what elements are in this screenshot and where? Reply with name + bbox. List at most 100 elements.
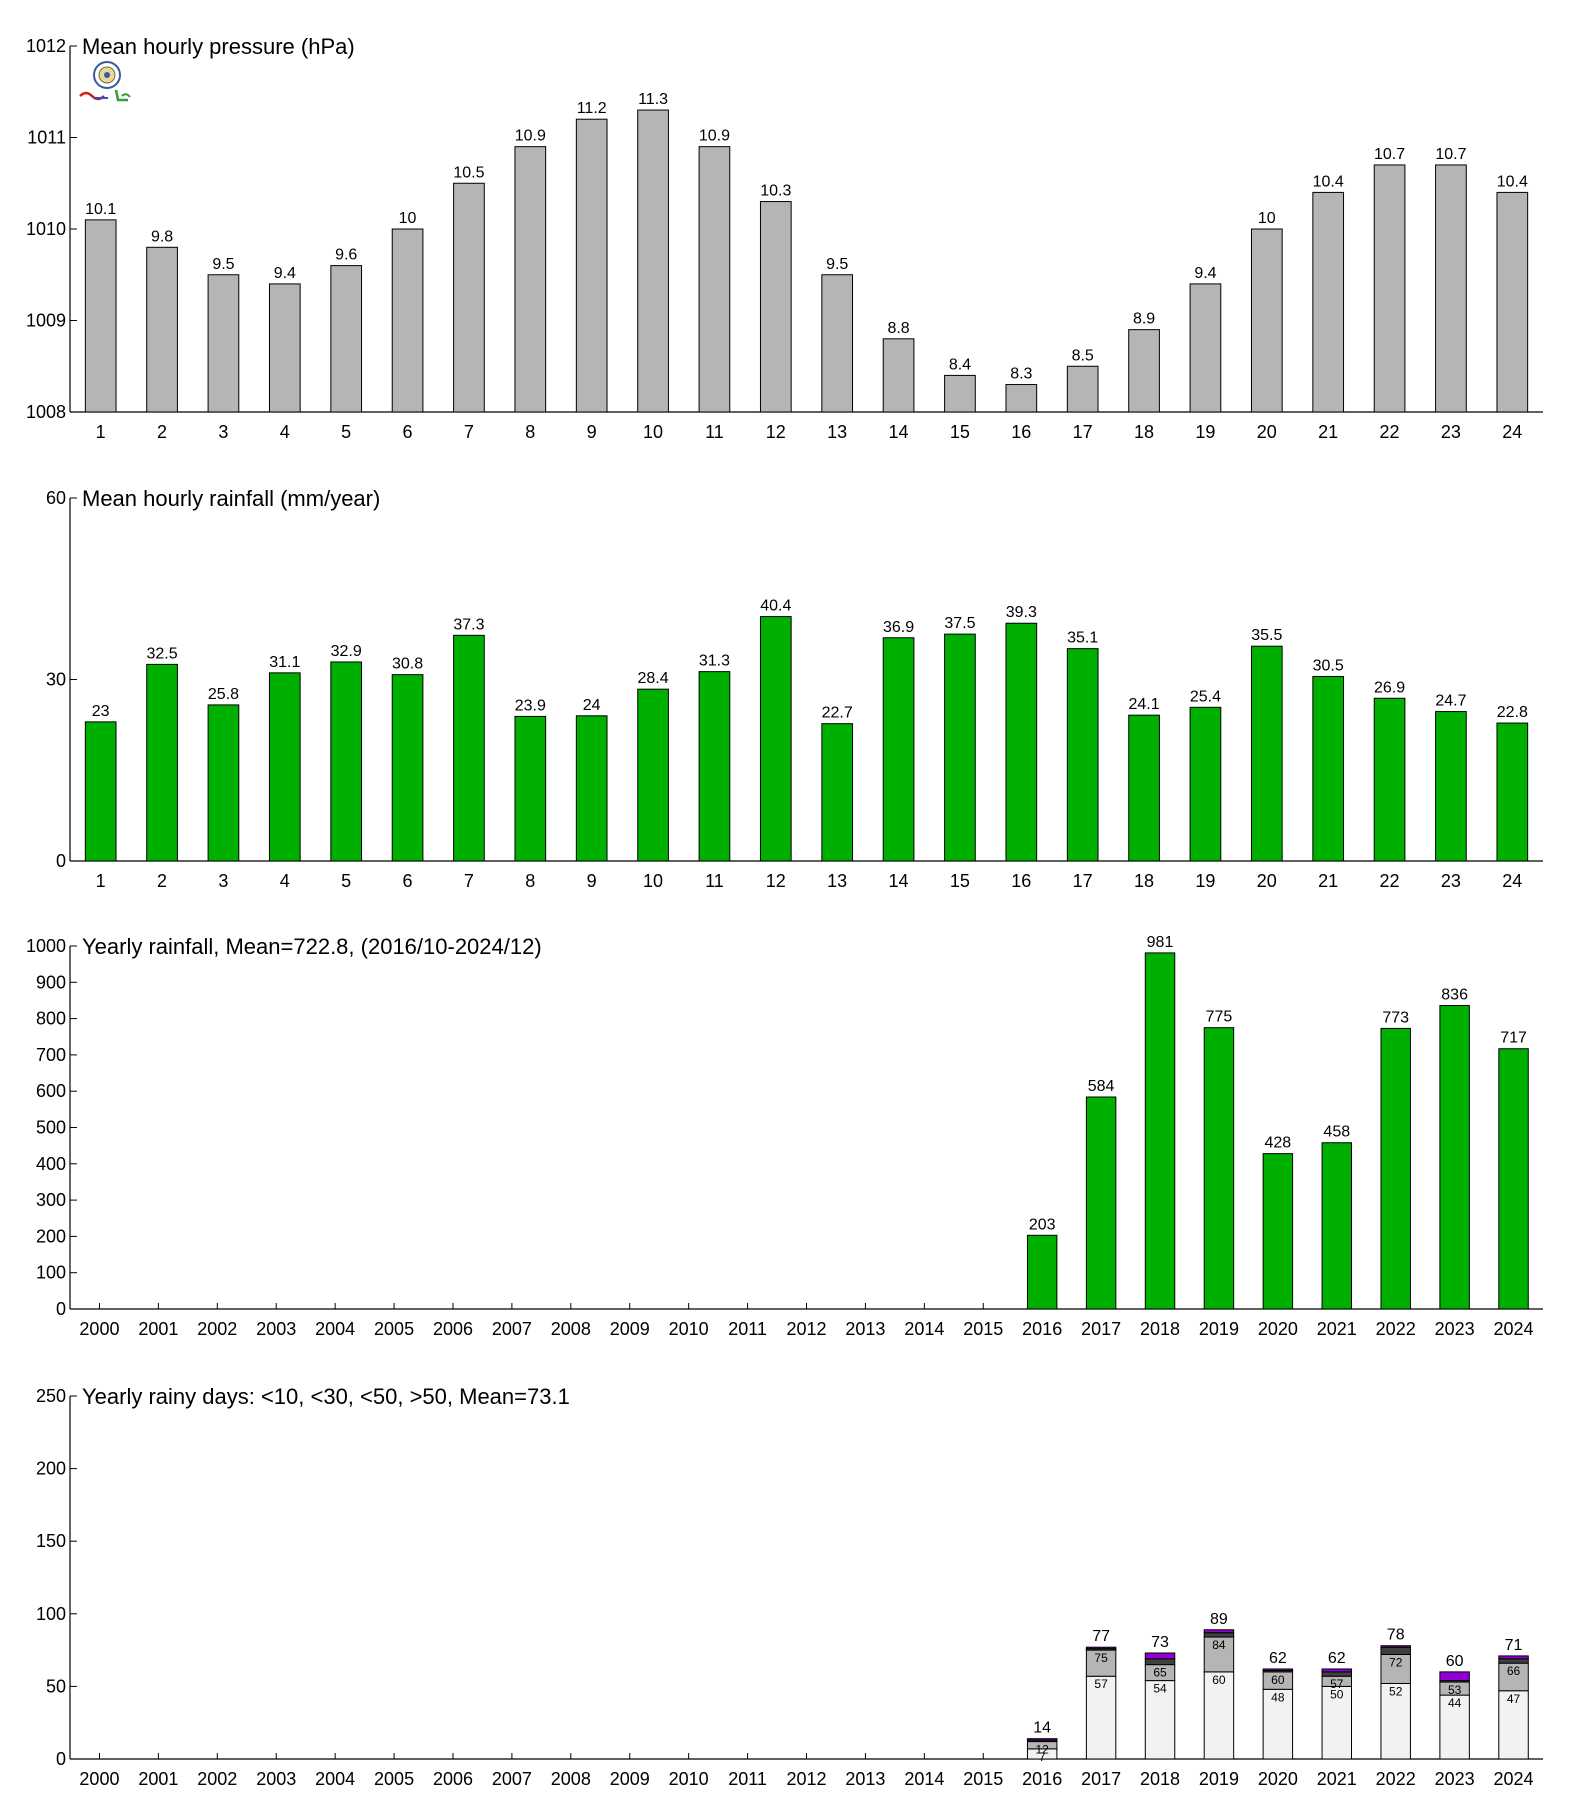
total-label: 62 (1328, 1650, 1346, 1667)
bar-segment (1439, 1694, 1470, 1760)
data-label: 981 (1147, 934, 1174, 951)
x-tick-label: 2003 (256, 1769, 296, 1789)
x-tick-label: 2003 (256, 1319, 296, 1339)
total-label: 78 (1387, 1627, 1405, 1644)
bar-segment (1380, 1646, 1411, 1655)
chart-title: Yearly rainy days: <10, <30, <50, >50, M… (82, 1384, 570, 1409)
bar (821, 274, 854, 413)
lab-logo (79, 61, 131, 102)
data-label: 8.8 (887, 320, 909, 337)
data-label: 10.3 (760, 183, 791, 200)
segment-label: 50 (1330, 1687, 1344, 1701)
x-tick-label: 1 (96, 871, 106, 891)
data-label: 23 (92, 703, 110, 720)
y-tick-label: 1010 (26, 219, 66, 239)
x-tick-label: 2020 (1258, 1319, 1298, 1339)
x-tick-label: 19 (1195, 422, 1215, 442)
bar (1128, 714, 1160, 862)
x-tick-label: 2004 (315, 1319, 355, 1339)
data-label: 10.1 (85, 201, 116, 218)
data-label: 28.4 (637, 670, 668, 687)
x-tick-label: 2019 (1199, 1769, 1239, 1789)
segment-label: 54 (1153, 1682, 1167, 1696)
x-tick-label: 2001 (138, 1319, 178, 1339)
x-tick-label: 2021 (1317, 1769, 1357, 1789)
bar-segment (1498, 1690, 1529, 1760)
y-tick-label: 50 (46, 1676, 66, 1696)
x-tick-label: 2012 (786, 1769, 826, 1789)
data-label: 10.5 (453, 164, 484, 181)
x-tick-label: 2002 (197, 1319, 237, 1339)
bar (514, 146, 547, 413)
data-label: 10.9 (699, 128, 730, 145)
x-tick-label: 5 (341, 422, 351, 442)
segment-label: 72 (1389, 1655, 1403, 1669)
data-label: 35.5 (1251, 627, 1282, 644)
y-tick-label: 400 (36, 1154, 66, 1174)
x-tick-label: 5 (341, 871, 351, 891)
bar (514, 715, 547, 862)
x-tick-label: 2010 (669, 1319, 709, 1339)
data-label: 10.4 (1497, 173, 1528, 190)
x-tick-label: 2009 (610, 1319, 650, 1339)
data-label: 10.7 (1374, 146, 1405, 163)
bar-segment (1498, 1658, 1529, 1664)
bar (1128, 329, 1160, 413)
bar (1026, 1234, 1058, 1310)
bar (391, 228, 424, 413)
x-tick-label: 12 (766, 422, 786, 442)
data-label: 24.1 (1128, 696, 1159, 713)
x-tick-label: 2002 (197, 1769, 237, 1789)
bar (146, 663, 178, 862)
x-tick-label: 2007 (492, 1769, 532, 1789)
x-tick-label: 2018 (1140, 1319, 1180, 1339)
bar (207, 274, 240, 413)
data-label: 584 (1088, 1078, 1115, 1095)
x-tick-label: 2017 (1081, 1769, 1121, 1789)
bar (1380, 1027, 1411, 1310)
x-tick-label: 8 (525, 871, 535, 891)
segment-label: 65 (1153, 1666, 1167, 1680)
x-tick-label: 2022 (1376, 1319, 1416, 1339)
bar-segment (1203, 1636, 1235, 1673)
bar-segment (1380, 1645, 1411, 1648)
x-tick-label: 2001 (138, 1769, 178, 1789)
x-tick-label: 2022 (1376, 1769, 1416, 1789)
bar (698, 146, 731, 413)
x-tick-label: 2016 (1022, 1319, 1062, 1339)
total-label: 71 (1505, 1637, 1523, 1654)
bar (1373, 697, 1406, 862)
y-tick-label: 100 (36, 1604, 66, 1624)
bar (1496, 191, 1529, 413)
bar (821, 723, 854, 862)
data-label: 31.1 (269, 654, 300, 671)
bar (1435, 711, 1467, 862)
segment-label: 7 (1039, 1750, 1046, 1764)
total-label: 77 (1092, 1628, 1110, 1645)
chart-panel-3: 0 100 200 300 400 500 600 700 800 900 1000 Yearly r… (26, 934, 1543, 1339)
x-tick-label: 2005 (374, 1319, 414, 1339)
bar (944, 374, 976, 413)
data-label: 11.3 (638, 91, 668, 108)
x-tick-label: 19 (1195, 871, 1215, 891)
data-label: 203 (1029, 1216, 1056, 1233)
x-tick-label: 2023 (1435, 1319, 1475, 1339)
bar (146, 246, 178, 413)
data-label: 9.5 (826, 256, 848, 273)
x-tick-label: 2008 (551, 1769, 591, 1789)
x-tick-label: 18 (1134, 422, 1154, 442)
x-tick-label: 6 (403, 422, 413, 442)
bar (759, 201, 792, 413)
bar (330, 661, 363, 862)
data-label: 8.4 (949, 356, 971, 373)
bar (1189, 706, 1222, 862)
data-label: 31.3 (699, 653, 730, 670)
x-tick-label: 8 (525, 422, 535, 442)
bar (391, 674, 424, 862)
x-tick-label: 2023 (1435, 1769, 1475, 1789)
x-tick-label: 23 (1441, 871, 1461, 891)
segment-label: 53 (1448, 1683, 1462, 1697)
bar (1066, 365, 1099, 413)
